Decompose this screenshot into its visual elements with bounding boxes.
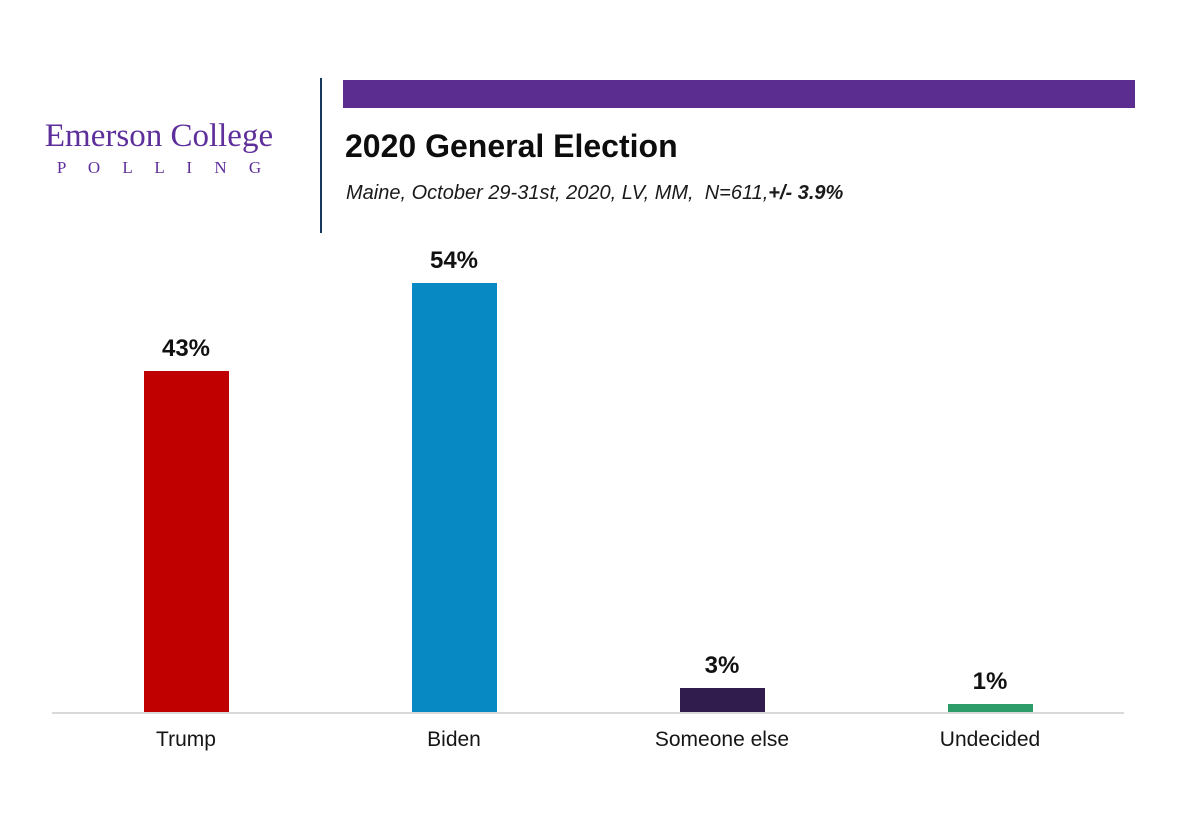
header-accent-bar [343,80,1135,108]
bar-someone-else [679,688,765,712]
chart-subtitle: Maine, October 29-31st, 2020, LV, MM, N=… [346,180,843,206]
bar-value-label-undecided: 1% [972,668,1008,696]
bar-chart: 43% 54% 3% 1% Trump Biden Someone else Undecid… [52,238,1124,752]
bar-trump [143,370,229,712]
bar-column-undecided: 1% [856,669,1124,712]
chart-title: 2020 General Election [345,128,678,164]
subtitle-main: Maine, October 29-31st, 2020, LV, MM, N=… [346,182,769,204]
emerson-college-logo: Emerson College P O L L I N G [14,118,304,178]
logo-polling-label: P O L L I N G [56,158,271,177]
bar-undecided [947,704,1033,712]
bar-column-trump: 43% [52,334,320,712]
bar-value-label-trump: 43% [161,334,211,362]
subtitle-margin-of-error: +/- 3.9% [768,182,844,204]
header-divider-line [320,78,322,233]
bar-column-someone-else: 3% [588,653,856,712]
chart-plot-area: 43% 54% 3% 1% [52,238,1124,712]
x-axis-label-trump: Trump [156,728,216,751]
bar-column-biden: 54% [320,248,588,712]
x-axis-label-someone-else: Someone else [654,728,790,751]
bar-value-label-biden: 54% [429,247,479,275]
x-axis-line [52,712,1124,714]
bar-value-label-someone-else: 3% [704,652,740,680]
bar-biden [411,283,497,712]
x-axis-labels: Trump Biden Someone else Undecided [52,728,1124,752]
x-axis-label-biden: Biden [427,728,481,751]
x-axis-label-undecided: Undecided [939,728,1041,751]
logo-name: Emerson College [44,118,274,154]
